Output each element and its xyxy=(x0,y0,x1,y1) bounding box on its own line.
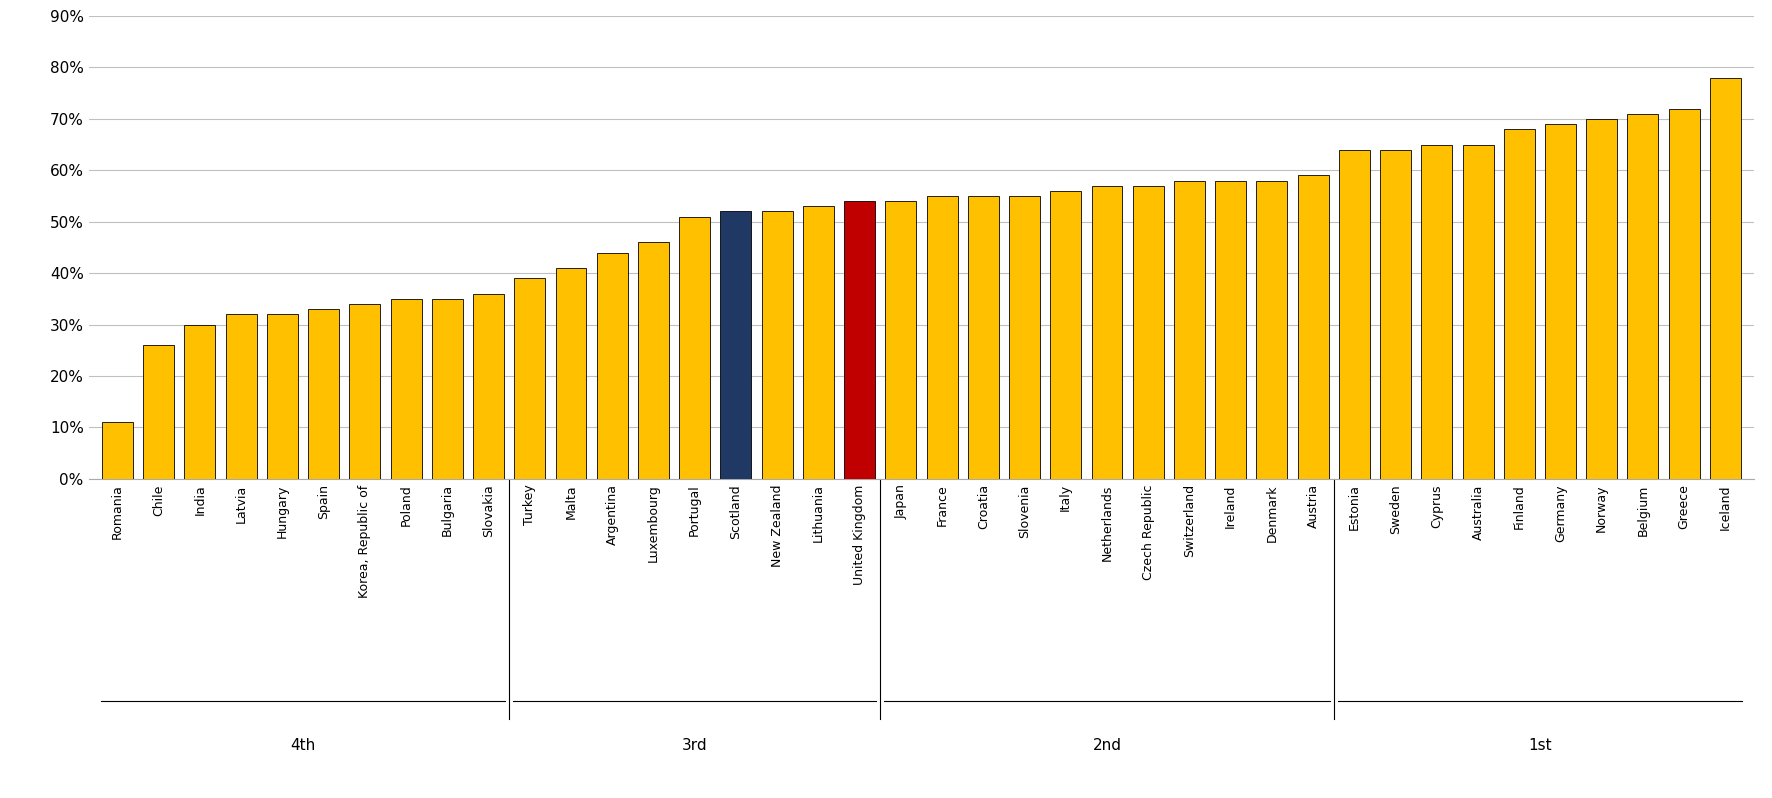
Bar xyxy=(390,298,422,479)
Bar xyxy=(1051,191,1081,479)
Bar xyxy=(1092,186,1122,479)
Bar xyxy=(927,196,957,479)
Bar xyxy=(843,201,875,479)
Bar xyxy=(1256,180,1286,479)
Bar xyxy=(1340,150,1370,479)
Bar xyxy=(597,252,627,479)
Bar xyxy=(1504,129,1535,479)
Bar xyxy=(886,201,916,479)
Bar xyxy=(349,304,381,479)
Bar xyxy=(638,243,668,479)
Text: 2nd: 2nd xyxy=(1093,738,1122,753)
Bar xyxy=(1216,180,1246,479)
Bar xyxy=(1669,109,1699,479)
Bar xyxy=(432,298,462,479)
Bar xyxy=(1297,176,1329,479)
Bar xyxy=(103,422,133,479)
Text: 1st: 1st xyxy=(1527,738,1552,753)
Bar xyxy=(1710,77,1740,479)
Bar xyxy=(1008,196,1040,479)
Bar xyxy=(473,294,503,479)
Bar xyxy=(1545,124,1575,479)
Bar xyxy=(1380,150,1411,479)
Bar xyxy=(762,211,792,479)
Bar xyxy=(225,314,257,479)
Bar xyxy=(1175,180,1205,479)
Bar xyxy=(1586,119,1618,479)
Text: 3rd: 3rd xyxy=(682,738,707,753)
Bar xyxy=(721,211,751,479)
Bar xyxy=(679,216,711,479)
Bar xyxy=(968,196,999,479)
Bar xyxy=(556,268,587,479)
Bar xyxy=(144,345,174,479)
Bar xyxy=(803,206,835,479)
Bar xyxy=(514,279,546,479)
Bar xyxy=(1627,113,1659,479)
Bar xyxy=(308,309,338,479)
Bar xyxy=(268,314,298,479)
Bar xyxy=(1421,144,1453,479)
Bar xyxy=(1462,144,1494,479)
Bar xyxy=(184,325,216,479)
Text: 4th: 4th xyxy=(291,738,315,753)
Bar xyxy=(1132,186,1164,479)
